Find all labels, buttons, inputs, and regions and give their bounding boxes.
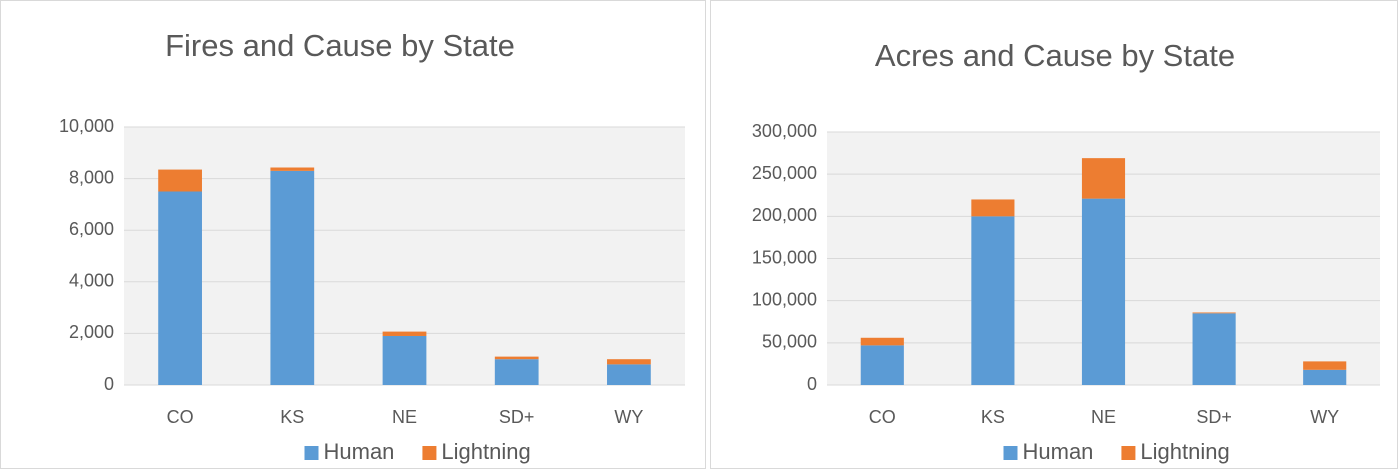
- x-tick-label: SD+: [499, 407, 535, 427]
- x-tick-label: KS: [981, 407, 1005, 427]
- y-tick-label: 6,000: [69, 219, 114, 239]
- legend-swatch: [304, 446, 319, 460]
- bar: [1081, 198, 1126, 385]
- y-tick-label: 50,000: [762, 332, 817, 352]
- x-tick-label: CO: [167, 407, 194, 427]
- y-tick-label: 0: [807, 374, 817, 394]
- bar: [270, 167, 315, 171]
- legend-label: Lightning: [441, 439, 530, 464]
- bar: [971, 199, 1015, 217]
- bar: [607, 364, 651, 385]
- y-tick-label: 2,000: [69, 322, 114, 342]
- x-tick-label: WY: [614, 407, 643, 427]
- bar: [270, 170, 315, 385]
- x-tick-label: NE: [392, 407, 417, 427]
- chart-title: Fires and Cause by State: [165, 28, 515, 63]
- legend-swatch: [422, 446, 437, 460]
- bar: [1081, 158, 1126, 199]
- bar: [1192, 312, 1236, 314]
- bar: [1192, 313, 1236, 385]
- y-tick-label: 200,000: [752, 205, 817, 225]
- bar: [607, 359, 651, 365]
- y-tick-label: 0: [104, 374, 114, 394]
- x-tick-label: KS: [280, 407, 304, 427]
- bar: [382, 335, 427, 385]
- y-tick-label: 100,000: [752, 289, 817, 309]
- y-tick-label: 300,000: [752, 121, 817, 141]
- x-tick-label: CO: [869, 407, 896, 427]
- y-tick-label: 150,000: [752, 247, 817, 267]
- y-tick-label: 10,000: [59, 116, 114, 136]
- y-tick-label: 8,000: [69, 167, 114, 187]
- bar: [494, 359, 539, 385]
- bar: [158, 191, 202, 385]
- legend-label: Lightning: [1140, 439, 1229, 464]
- bar: [382, 331, 427, 336]
- bar: [1303, 369, 1347, 385]
- x-tick-label: NE: [1091, 407, 1116, 427]
- legend-label: Human: [324, 439, 395, 464]
- x-tick-label: SD+: [1196, 407, 1232, 427]
- bar: [860, 345, 904, 385]
- legend-swatch: [1003, 446, 1018, 460]
- legend-label: Human: [1023, 439, 1094, 464]
- bar: [971, 216, 1015, 385]
- bar: [1303, 361, 1347, 370]
- x-tick-label: WY: [1310, 407, 1339, 427]
- bar: [494, 356, 539, 360]
- bar: [158, 169, 202, 192]
- bar: [860, 337, 904, 346]
- legend-swatch: [1121, 446, 1136, 460]
- chart-title: Acres and Cause by State: [875, 38, 1235, 73]
- y-tick-label: 250,000: [752, 163, 817, 183]
- y-tick-label: 4,000: [69, 271, 114, 291]
